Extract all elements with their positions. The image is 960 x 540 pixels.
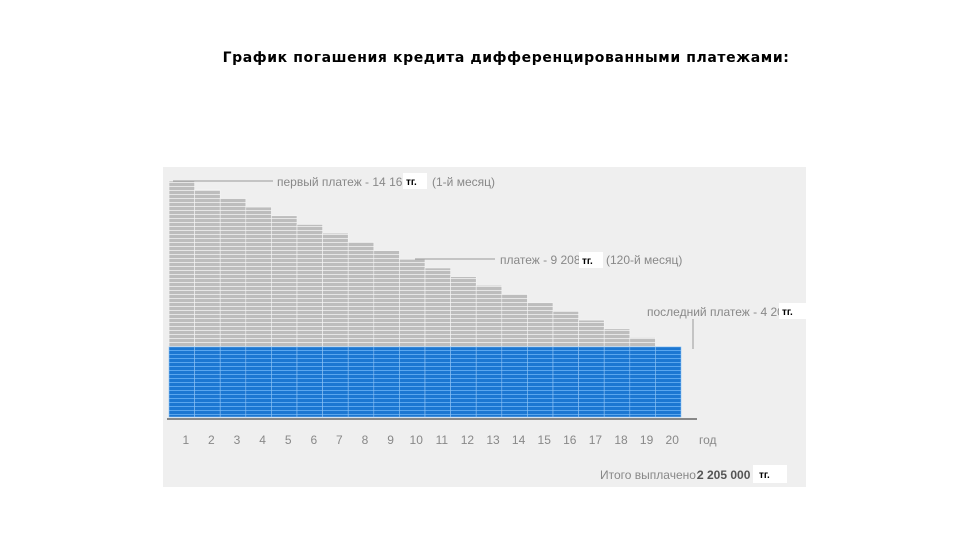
bar-gray-3 (219, 198, 247, 348)
bar-gray-17 (578, 319, 605, 348)
principal-bars (168, 346, 682, 418)
x-tick-6: 6 (310, 433, 317, 447)
x-tick-20: 20 (666, 433, 680, 447)
x-tick-19: 19 (640, 433, 654, 447)
middle-payment-unit: тг. (582, 256, 593, 267)
bar-gray-10 (399, 258, 426, 348)
x-tick-8: 8 (362, 433, 369, 447)
bar-gray-7 (322, 232, 349, 348)
middle-payment-unit-box (579, 252, 603, 268)
x-tick-13: 13 (486, 433, 500, 447)
x-unit-label: год (699, 433, 717, 447)
first-payment-note: (1-й месяц) (432, 175, 495, 189)
bar-gray-6 (296, 224, 323, 348)
x-tick-labels: 1 2 3 4 5 6 7 8 9 10 11 12 13 14 15 16 17 18 19 20 (182, 433, 679, 447)
bar-gray-12 (450, 276, 477, 348)
last-payment-unit: тг. (782, 307, 793, 318)
x-tick-2: 2 (208, 433, 215, 447)
middle-payment-label: платеж - 9 208 (500, 253, 581, 267)
bar-gray-19 (629, 337, 656, 348)
slide-title: График погашения кредита дифференцирован… (222, 50, 790, 66)
bar-blue-4 (245, 346, 272, 418)
last-payment-label: последний платеж - 4 208 (647, 305, 791, 319)
interest-bars (168, 180, 682, 348)
bar-gray-1 (168, 180, 195, 348)
bar-blue-5 (271, 346, 298, 418)
bar-blue-7 (322, 346, 349, 418)
total-unit: тг. (759, 470, 770, 481)
first-payment-unit-box (403, 173, 427, 189)
bar-gray-5 (271, 215, 298, 348)
x-tick-9: 9 (387, 433, 394, 447)
x-tick-4: 4 (259, 433, 266, 447)
bar-gray-4 (245, 206, 272, 348)
bar-blue-10 (399, 346, 426, 418)
x-tick-12: 12 (461, 433, 475, 447)
bar-blue-18 (603, 346, 631, 418)
bar-blue-20 (655, 346, 682, 418)
x-tick-3: 3 (234, 433, 241, 447)
bar-blue-17 (578, 346, 605, 418)
total-unit-box (753, 465, 787, 483)
bar-gray-2 (194, 189, 221, 348)
x-tick-1: 1 (182, 433, 189, 447)
middle-payment-note: (120-й месяц) (606, 253, 682, 267)
x-tick-11: 11 (436, 433, 449, 447)
x-tick-16: 16 (563, 433, 577, 447)
x-tick-10: 10 (410, 433, 424, 447)
bar-blue-3 (219, 346, 247, 418)
bar-gray-9 (373, 250, 400, 348)
bar-blue-8 (347, 346, 375, 418)
x-tick-14: 14 (512, 433, 526, 447)
x-tick-18: 18 (614, 433, 628, 447)
bar-blue-15 (527, 346, 554, 418)
x-tick-17: 17 (589, 433, 603, 447)
bar-gray-13 (475, 285, 503, 348)
x-tick-15: 15 (538, 433, 552, 447)
x-tick-7: 7 (336, 433, 343, 447)
bar-blue-16 (552, 346, 579, 418)
first-payment-unit: тг. (406, 177, 417, 188)
bar-blue-9 (373, 346, 400, 418)
bar-blue-11 (424, 346, 451, 418)
bar-blue-1 (168, 346, 195, 418)
x-tick-5: 5 (285, 433, 292, 447)
bar-blue-2 (194, 346, 221, 418)
bar-blue-13 (475, 346, 503, 418)
bar-blue-14 (501, 346, 528, 418)
bar-blue-19 (629, 346, 656, 418)
last-payment-unit-box (779, 303, 806, 319)
bar-gray-15 (527, 302, 554, 348)
total-value: 2 205 000 (697, 468, 751, 482)
bar-blue-6 (296, 346, 323, 418)
bar-gray-16 (552, 311, 579, 348)
chart-panel: 1 2 3 4 5 6 7 8 9 10 11 12 13 14 15 16 17 18 19 20 год перв… (163, 167, 806, 487)
bar-gray-11 (424, 267, 451, 348)
bar-gray-18 (603, 328, 631, 348)
repayment-chart: 1 2 3 4 5 6 7 8 9 10 11 12 13 14 15 16 17 18 19 20 год перв… (167, 173, 806, 483)
total-label: Итого выплачено: (600, 468, 699, 482)
bar-gray-14 (501, 293, 528, 348)
bar-blue-12 (450, 346, 477, 418)
first-payment-label: первый платеж - 14 167 (277, 175, 409, 189)
bar-gray-8 (347, 241, 375, 348)
